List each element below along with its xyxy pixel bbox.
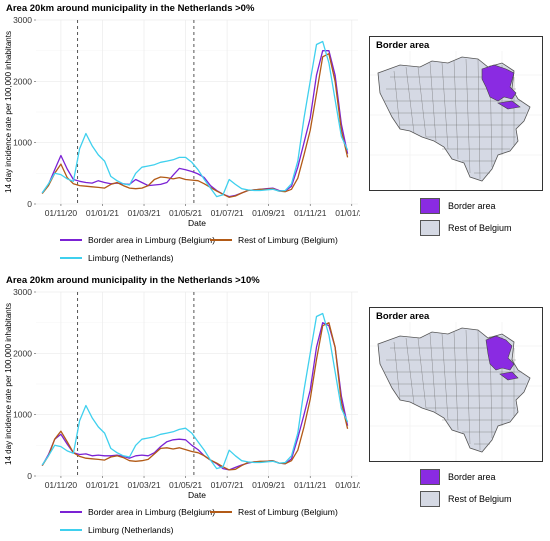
legend-swatch-border-area: [420, 469, 440, 485]
x-axis-label: Date: [188, 218, 206, 228]
x-tick-label: 01/01/22: [335, 480, 360, 490]
chart-title-1: Area 20km around municipality in the Net…: [6, 3, 255, 14]
legend-item-rest-limburg: Rest of Limburg (Belgium): [210, 507, 338, 517]
y-tick-label: 1000: [13, 138, 32, 148]
legend-item-limburg-nl: Limburg (Netherlands): [60, 525, 174, 535]
gridlines: [36, 19, 358, 205]
series-line-limburg-nl: [41, 40, 349, 198]
x-tick-label: 01/03/21: [127, 480, 160, 490]
series-line-border-area: [41, 50, 349, 198]
x-tick-label: 01/01/21: [86, 480, 119, 490]
series-line-limburg-nl: [41, 312, 349, 470]
legend-key-border-area: [60, 511, 82, 513]
series-line-rest-limburg: [41, 322, 349, 471]
y-axis-label: 14 day incidence rate per 100,000 inhabi…: [4, 31, 13, 193]
x-tick-label: 01/11/21: [294, 208, 327, 218]
legend-label: Rest of Belgium: [448, 494, 512, 504]
series-line-rest-limburg: [41, 53, 349, 198]
legend-label: Limburg (Netherlands): [88, 525, 174, 535]
legend-key-limburg-nl: [60, 257, 82, 259]
map-legend-rest-belgium-1: Rest of Belgium: [420, 220, 512, 236]
municipality-grid: [384, 329, 526, 451]
legend-label: Rest of Limburg (Belgium): [238, 235, 338, 245]
map-panel-2: Border area: [369, 307, 543, 462]
gridlines: [36, 291, 358, 477]
legend-key-border-area: [60, 239, 82, 241]
municipality-grid: [384, 58, 526, 180]
map-title-2: Border area: [376, 311, 430, 322]
y-tick-label: 2000: [13, 76, 32, 86]
x-tick-label: 01/09/21: [252, 480, 285, 490]
legend-key-rest-limburg: [210, 511, 232, 513]
legend-swatch-border-area: [420, 198, 440, 214]
map-legend-rest-belgium-2: Rest of Belgium: [420, 491, 512, 507]
x-tick-label: 01/11/21: [294, 480, 327, 490]
map-legend-border-area-1: Border area: [420, 198, 496, 214]
y-axis-label: 14 day incidence rate per 100,000 inhabi…: [4, 303, 13, 465]
x-tick-label: 01/05/21: [169, 480, 202, 490]
y-tick-label: 2000: [13, 348, 32, 358]
legend-label: Border area in Limburg (Belgium): [88, 507, 216, 517]
x-tick-label: 01/09/21: [252, 208, 285, 218]
chart-title-2: Area 20km around municipality in the Net…: [6, 275, 260, 286]
x-tick-label: 01/11/20: [45, 480, 78, 490]
x-tick-label: 01/03/21: [127, 208, 160, 218]
x-tick-label: 01/11/20: [45, 208, 78, 218]
y-tick-label: 3000: [13, 287, 32, 297]
legend-swatch-rest-belgium: [420, 220, 440, 236]
map-title-1: Border area: [376, 40, 430, 51]
legend-item-border-area: Border area in Limburg (Belgium): [60, 507, 215, 517]
x-tick-label: 01/05/21: [169, 208, 202, 218]
y-tick-label: 1000: [13, 410, 32, 420]
map-panel-1: Border area: [369, 36, 543, 191]
line-legend-2: Border area in Limburg (Belgium) Rest of…: [0, 503, 380, 539]
legend-item-border-area: Border area in Limburg (Belgium): [60, 235, 215, 245]
legend-item-limburg-nl: Limburg (Netherlands): [60, 253, 174, 263]
line-legend-1: Border area in Limburg (Belgium) Rest of…: [0, 232, 380, 268]
y-tick-label: 3000: [13, 15, 32, 25]
x-tick-label: 01/07/21: [211, 208, 244, 218]
border-area-region: [485, 335, 519, 381]
legend-label: Border area: [448, 472, 496, 482]
border-area-region: [481, 64, 521, 110]
legend-key-rest-limburg: [210, 239, 232, 241]
line-chart-1: 0 1000 2000 3000 01/11/20 01/01/21 01/03/21 01/…: [4, 15, 360, 228]
belgium-map-2: [370, 322, 542, 461]
x-tick-label: 01/07/21: [211, 480, 244, 490]
legend-item-rest-limburg: Rest of Limburg (Belgium): [210, 235, 338, 245]
legend-label: Limburg (Netherlands): [88, 253, 174, 263]
line-chart-2: 0 1000 2000 3000 01/11/20 01/01/21 01/03/21 01/…: [4, 287, 360, 500]
y-tick-label: 0: [27, 471, 32, 481]
map-legend-border-area-2: Border area: [420, 469, 496, 485]
legend-label: Border area: [448, 201, 496, 211]
y-tick-label: 0: [27, 199, 32, 209]
legend-label: Border area in Limburg (Belgium): [88, 235, 216, 245]
legend-swatch-rest-belgium: [420, 491, 440, 507]
belgium-map-1: [370, 51, 542, 190]
x-tick-label: 01/01/22: [335, 208, 360, 218]
x-tick-label: 01/01/21: [86, 208, 119, 218]
x-axis-label: Date: [188, 490, 206, 500]
legend-key-limburg-nl: [60, 529, 82, 531]
series-line-border-area: [41, 322, 349, 471]
legend-label: Rest of Belgium: [448, 223, 512, 233]
legend-label: Rest of Limburg (Belgium): [238, 507, 338, 517]
